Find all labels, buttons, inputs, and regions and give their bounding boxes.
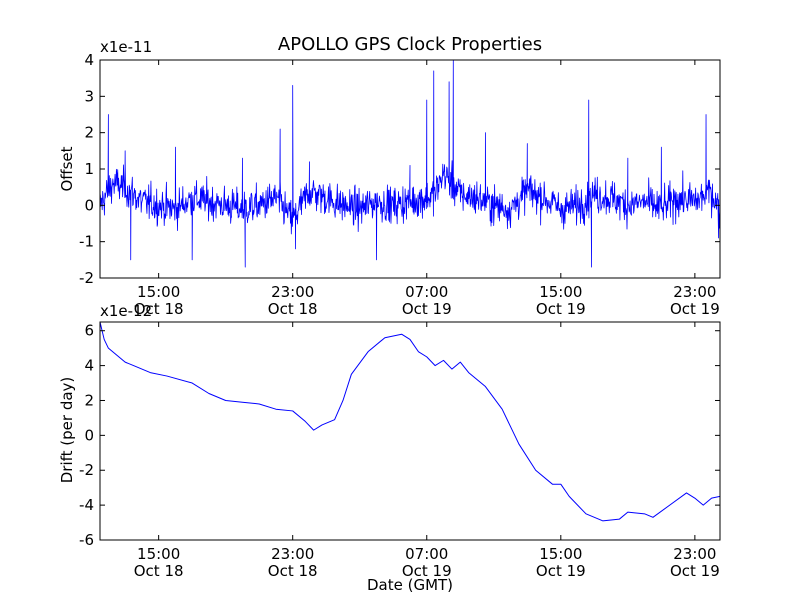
drift-x-tick-date-label: Oct 19: [402, 562, 452, 580]
offset-x-tick-time-label: 23:00: [673, 283, 716, 301]
offset-x-tick-time-label: 07:00: [405, 283, 448, 301]
offset-x-tick-date-label: Oct 18: [134, 300, 184, 318]
chart-title: APOLLO GPS Clock Properties: [278, 34, 542, 55]
drift-plot-area: [100, 322, 720, 522]
offset-y-axis-label: Offset: [58, 146, 76, 191]
drift-scale-label: x1e-12: [100, 302, 152, 320]
drift-x-tick-date-label: Oct 18: [268, 562, 318, 580]
offset-y-tick-label: 1: [84, 160, 94, 178]
offset-y-tick-label: 3: [84, 87, 94, 105]
drift-axes-frame: [99, 321, 721, 541]
drift-y-tick-label: 0: [84, 426, 94, 444]
drift-x-tick-date-label: Oct 19: [536, 562, 586, 580]
offset-x-tick-time-label: 15:00: [539, 283, 582, 301]
offset-scale-label: x1e-11: [100, 38, 152, 56]
offset-y-tick-label: 4: [84, 51, 94, 69]
drift-y-tick-label: 6: [84, 322, 94, 340]
offset-series-line: [100, 60, 720, 268]
drift-x-tick-time-label: 23:00: [271, 545, 314, 563]
drift-x-tick-time-label: 07:00: [405, 545, 448, 563]
offset-y-tick-label: 0: [84, 196, 94, 214]
drift-series-line: [100, 322, 720, 522]
offset-x-tick-time-label: 15:00: [137, 283, 180, 301]
offset-y-tick-label: 2: [84, 124, 94, 142]
offset-x-tick-date-label: Oct 18: [268, 300, 318, 318]
drift-x-tick-date-label: Oct 19: [670, 562, 720, 580]
drift-x-tick-date-label: Oct 18: [134, 562, 184, 580]
drift-x-tick-time-label: 23:00: [673, 545, 716, 563]
drift-y-axis-label: Drift (per day): [58, 377, 76, 484]
offset-y-tick-label: -1: [79, 233, 94, 251]
drift-x-tick-time-label: 15:00: [137, 545, 180, 563]
offset-x-tick-time-label: 23:00: [271, 283, 314, 301]
drift-y-tick-label: -6: [79, 531, 94, 549]
offset-x-tick-date-label: Oct 19: [402, 300, 452, 318]
offset-y-tick-label: -2: [79, 269, 94, 287]
drift-panel: x1e-12 Drift (per day) -6-4-2024615:00Oc…: [58, 302, 721, 580]
drift-y-tick-label: 4: [84, 357, 94, 375]
drift-y-tick-label: -2: [79, 461, 94, 479]
x-axis-label: Date (GMT): [367, 576, 453, 594]
drift-x-tick-time-label: 15:00: [539, 545, 582, 563]
offset-plot-area: [100, 60, 720, 268]
offset-x-tick-date-label: Oct 19: [536, 300, 586, 318]
offset-x-tick-date-label: Oct 19: [670, 300, 720, 318]
drift-y-tick-label: 2: [84, 391, 94, 409]
drift-y-tick-label: -4: [79, 496, 94, 514]
